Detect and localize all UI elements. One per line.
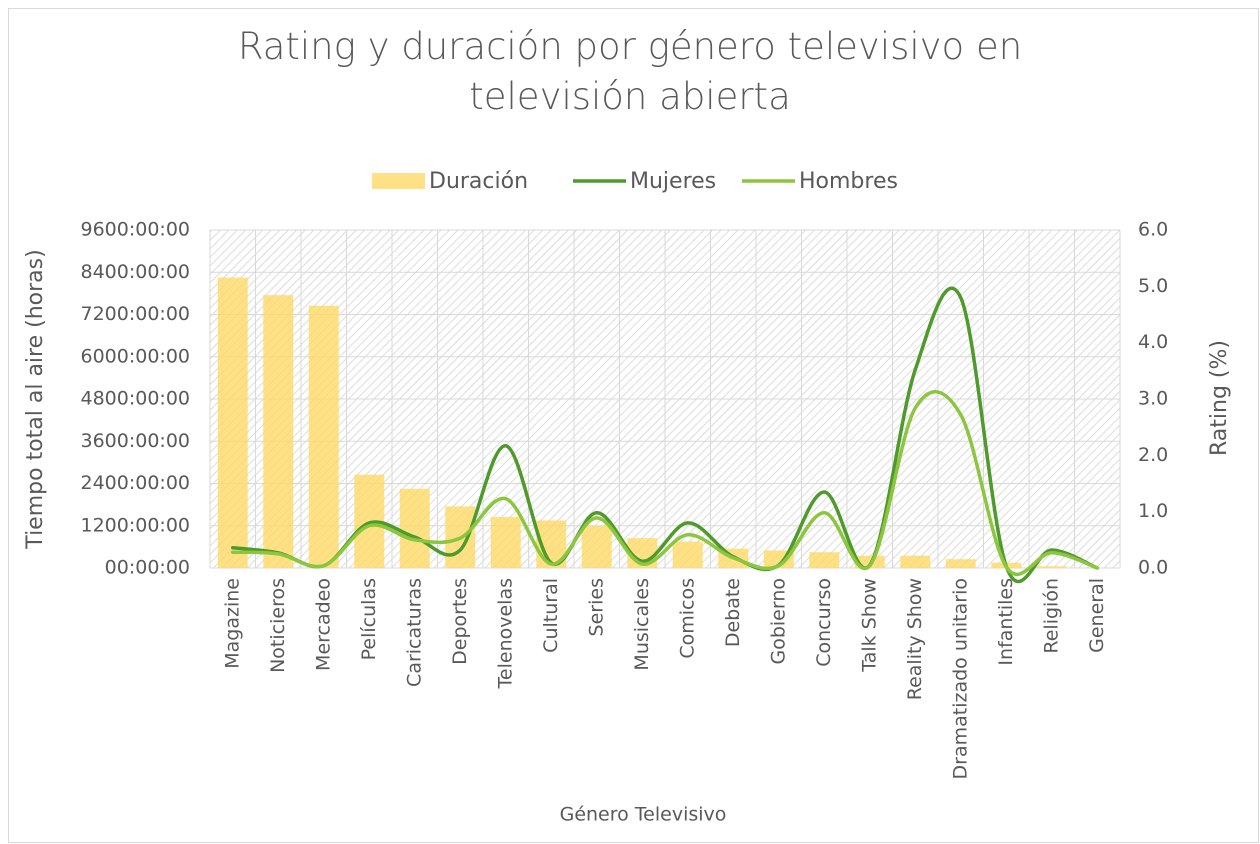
y2-tick-label: 5.0	[1138, 275, 1168, 297]
x-tick-label: Deportes	[449, 578, 471, 665]
bar	[1036, 566, 1067, 568]
x-tick-label: Talk Show	[858, 578, 880, 673]
bar	[399, 488, 430, 568]
bar	[490, 516, 521, 568]
bar	[945, 559, 976, 568]
x-tick-label: Reality Show	[904, 578, 926, 700]
y-tick-label: 2400:00:00	[80, 472, 190, 494]
bar	[809, 552, 840, 568]
x-tick-label: General	[1086, 578, 1108, 653]
bar	[263, 295, 294, 568]
legend-label: Mujeres	[630, 169, 716, 194]
x-tick-label: Debate	[722, 578, 744, 647]
y2-tick-label: 4.0	[1138, 331, 1168, 353]
y2-tick-label: 6.0	[1138, 219, 1168, 241]
x-tick-label: Telenovelas	[494, 578, 516, 689]
y2-tick-label: 0.0	[1138, 557, 1168, 579]
legend-label: Hombres	[799, 169, 898, 194]
chart-frame	[8, 8, 1259, 843]
bar	[672, 541, 703, 568]
bar	[217, 277, 248, 568]
bar	[900, 555, 931, 568]
y-tick-label: 7200:00:00	[80, 303, 190, 325]
x-tick-label: Caricaturas	[403, 578, 425, 687]
y-axis-title: Tiempo total al aire (horas)	[23, 249, 48, 549]
y-tick-label: 4800:00:00	[80, 388, 190, 410]
x-tick-label: Gobierno	[767, 578, 789, 665]
x-tick-label: Mercadeo	[312, 578, 334, 671]
line-series	[231, 286, 1099, 584]
y2-tick-label: 1.0	[1138, 500, 1168, 522]
x-tick-label: Concurso	[813, 578, 835, 667]
y-tick-label: 9600:00:00	[80, 219, 190, 241]
y2-tick-label: 3.0	[1138, 388, 1168, 410]
y-tick-label: 3600:00:00	[80, 430, 190, 452]
legend: Duración Mujeres Hombres	[372, 169, 898, 194]
y2-axis-title: Rating (%)	[1207, 340, 1232, 456]
x-tick-label: Cultural	[540, 578, 562, 653]
x-tick-label: Películas	[358, 578, 380, 660]
y2-tick-label: 2.0	[1138, 444, 1168, 466]
bar	[581, 525, 612, 568]
y-tick-label: 6000:00:00	[80, 345, 190, 367]
y-tick-label: 8400:00:00	[80, 261, 190, 283]
line-series	[231, 390, 1099, 576]
chart-title: Rating y duración por género televisivo …	[237, 25, 1023, 118]
x-tick-label: Noticieros	[267, 578, 289, 673]
x-tick-label: Musicales	[631, 578, 653, 671]
x-tick-label: Religión	[1040, 578, 1062, 654]
x-tick-label: Magazine	[221, 578, 243, 669]
x-tick-label: Series	[585, 578, 607, 636]
y-tick-label: 00:00:00	[105, 557, 190, 579]
y-tick-label: 1200:00:00	[80, 514, 190, 536]
legend-label: Duración	[429, 169, 528, 194]
x-axis-title: Género Televisivo	[560, 804, 727, 826]
x-tick-label: Comicos	[676, 578, 698, 659]
legend-swatch	[372, 173, 425, 189]
x-tick-label: Infantiles	[995, 578, 1017, 666]
bar	[308, 305, 339, 568]
x-tick-label: Dramatizado unitario	[949, 578, 971, 779]
